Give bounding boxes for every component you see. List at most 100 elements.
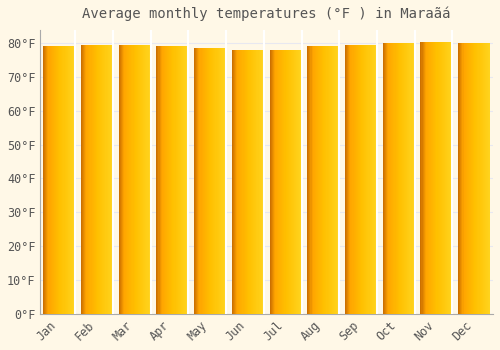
Bar <box>238 50 240 314</box>
Bar <box>50 47 52 314</box>
Bar <box>258 50 260 314</box>
Bar <box>148 45 150 314</box>
Bar <box>124 45 125 314</box>
Bar <box>224 48 225 314</box>
Bar <box>207 48 208 314</box>
Bar <box>462 43 464 314</box>
Bar <box>362 45 364 314</box>
Bar <box>391 43 392 314</box>
Bar <box>96 46 97 314</box>
Bar <box>276 50 277 314</box>
Bar <box>200 48 202 314</box>
Bar <box>368 45 370 314</box>
Bar <box>438 42 440 314</box>
Bar <box>319 47 320 314</box>
Bar <box>434 42 436 314</box>
Bar <box>111 46 112 314</box>
Bar <box>101 46 102 314</box>
Bar <box>46 47 48 314</box>
Bar <box>81 46 82 314</box>
Bar <box>468 43 469 314</box>
Bar <box>72 47 74 314</box>
Bar <box>242 50 244 314</box>
Bar <box>97 46 98 314</box>
Bar <box>338 47 340 314</box>
Bar <box>406 43 407 314</box>
Bar <box>137 45 138 314</box>
Bar <box>244 50 245 314</box>
Bar <box>410 43 412 314</box>
Bar <box>246 50 248 314</box>
Bar <box>356 45 357 314</box>
Bar <box>431 42 432 314</box>
Bar <box>248 50 249 314</box>
Bar <box>482 43 483 314</box>
Bar <box>372 45 373 314</box>
Bar <box>54 47 55 314</box>
Bar <box>260 50 262 314</box>
Bar <box>160 47 161 314</box>
Bar <box>48 47 50 314</box>
Bar <box>384 43 385 314</box>
Bar <box>120 45 121 314</box>
Bar <box>262 50 263 314</box>
Bar <box>314 47 316 314</box>
Title: Average monthly temperatures (°F ) in Maraãá: Average monthly temperatures (°F ) in Ma… <box>82 7 451 21</box>
Bar <box>466 43 467 314</box>
Bar <box>169 47 170 314</box>
Bar <box>253 50 254 314</box>
Bar <box>318 47 319 314</box>
Bar <box>398 43 399 314</box>
Bar <box>317 47 318 314</box>
Bar <box>443 42 444 314</box>
Bar <box>482 43 484 314</box>
Bar <box>44 47 46 314</box>
Bar <box>284 50 286 314</box>
Bar <box>158 47 160 314</box>
Bar <box>184 47 186 314</box>
Bar <box>424 42 425 314</box>
Bar <box>458 43 460 314</box>
Bar <box>218 48 220 314</box>
Bar <box>214 48 216 314</box>
Bar <box>142 45 144 314</box>
Bar <box>438 42 439 314</box>
Bar <box>396 43 397 314</box>
Bar <box>57 47 58 314</box>
Bar <box>64 47 66 314</box>
Bar <box>176 47 178 314</box>
Bar <box>373 45 374 314</box>
Bar <box>294 50 296 314</box>
Bar <box>334 47 335 314</box>
Bar <box>370 45 371 314</box>
Bar <box>366 45 368 314</box>
Bar <box>209 48 210 314</box>
Bar <box>364 45 366 314</box>
Bar <box>134 45 135 314</box>
Bar <box>156 47 158 314</box>
Bar <box>278 50 280 314</box>
Bar <box>204 48 206 314</box>
Bar <box>331 47 332 314</box>
Bar <box>260 50 261 314</box>
Bar <box>141 45 142 314</box>
Bar <box>350 45 352 314</box>
Bar <box>422 42 423 314</box>
Bar <box>374 45 375 314</box>
Bar <box>136 45 137 314</box>
Bar <box>223 48 224 314</box>
Bar <box>172 47 174 314</box>
Bar <box>144 45 146 314</box>
Bar <box>221 48 222 314</box>
Bar <box>428 42 429 314</box>
Bar <box>146 45 148 314</box>
Bar <box>98 46 99 314</box>
Bar <box>140 45 141 314</box>
Bar <box>132 45 134 314</box>
Bar <box>328 47 330 314</box>
Bar <box>277 50 278 314</box>
Bar <box>110 46 111 314</box>
Bar <box>450 42 452 314</box>
Bar <box>244 50 246 314</box>
Bar <box>444 42 445 314</box>
